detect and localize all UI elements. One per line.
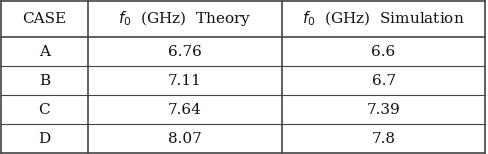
Text: C: C xyxy=(39,103,50,117)
Text: A: A xyxy=(39,45,50,59)
Text: B: B xyxy=(39,74,50,88)
Text: 7.8: 7.8 xyxy=(372,132,396,146)
Text: 7.64: 7.64 xyxy=(168,103,202,117)
Text: 7.39: 7.39 xyxy=(367,103,401,117)
Text: D: D xyxy=(38,132,50,146)
Text: $f_0$  (GHz)  Simulation: $f_0$ (GHz) Simulation xyxy=(302,10,465,28)
Text: 6.6: 6.6 xyxy=(371,45,396,59)
Text: $f_0$  (GHz)  Theory: $f_0$ (GHz) Theory xyxy=(118,9,252,28)
Text: CASE: CASE xyxy=(22,12,66,26)
Text: 7.11: 7.11 xyxy=(168,74,202,88)
Text: 6.76: 6.76 xyxy=(168,45,202,59)
Text: 8.07: 8.07 xyxy=(168,132,202,146)
Text: 6.7: 6.7 xyxy=(371,74,396,88)
